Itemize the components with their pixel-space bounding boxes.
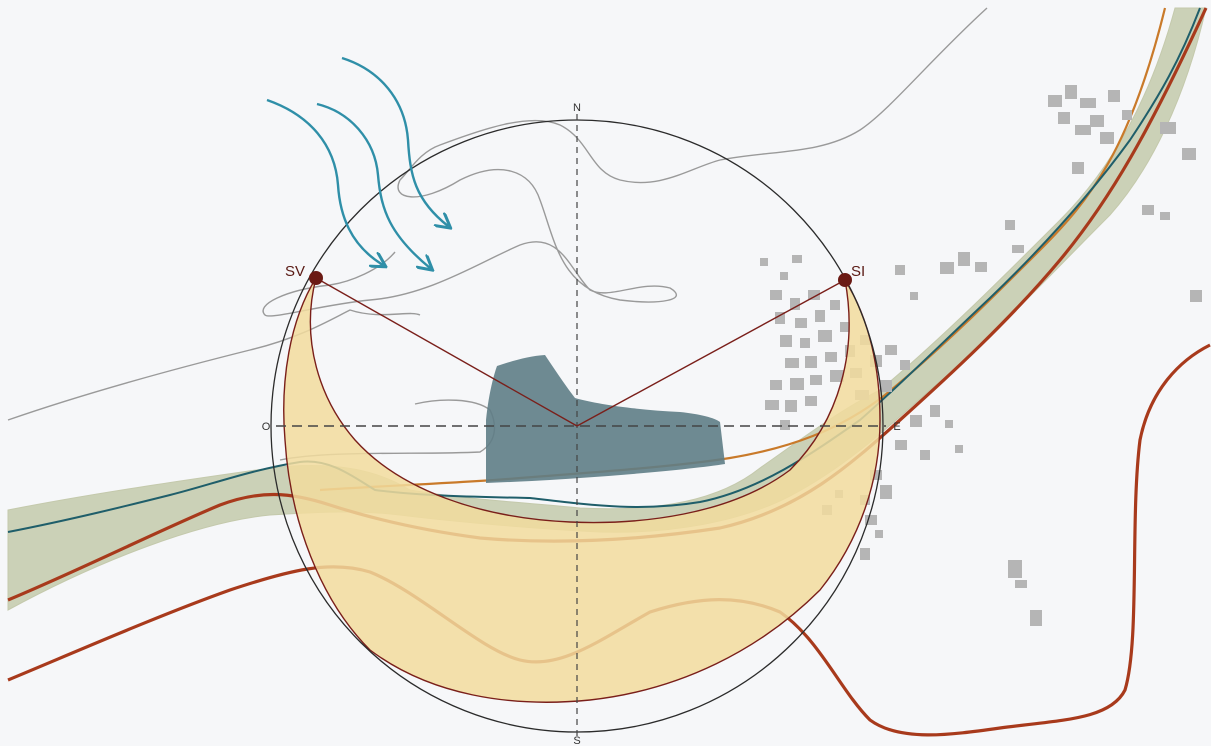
wind-arrows <box>266 56 448 268</box>
north-label: N <box>573 102 581 114</box>
south-label: S <box>573 735 580 746</box>
winter-sun-label: SV <box>285 263 305 280</box>
sun-marker-icon <box>838 273 852 287</box>
river-line <box>7 7 1201 533</box>
wind-arrow-icon <box>266 98 383 265</box>
site-footprint <box>486 355 725 483</box>
summer-sun-ray <box>576 279 846 427</box>
sun-marker-icon <box>309 271 323 285</box>
contour-line-top <box>399 7 988 184</box>
contour-line-loop <box>262 168 678 317</box>
wind-arrow-icon <box>316 102 430 268</box>
summer-sun-label: SI <box>851 263 865 280</box>
buildings <box>760 85 1202 626</box>
wind-arrow-icon <box>341 56 448 226</box>
winter-sun-ray <box>315 277 578 427</box>
east-label: E <box>893 421 900 433</box>
sun-path-area <box>283 277 881 703</box>
west-label: O <box>262 421 271 433</box>
